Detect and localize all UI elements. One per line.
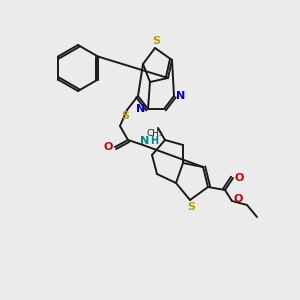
Text: N: N <box>176 91 186 101</box>
Text: N: N <box>140 136 150 146</box>
Text: O: O <box>234 173 244 183</box>
Text: H: H <box>150 136 158 146</box>
Text: S: S <box>152 36 160 46</box>
Text: S: S <box>121 111 129 121</box>
Text: O: O <box>103 142 113 152</box>
Text: N: N <box>136 104 146 114</box>
Text: CH₃: CH₃ <box>147 130 163 139</box>
Text: O: O <box>233 194 243 204</box>
Text: S: S <box>187 202 195 212</box>
